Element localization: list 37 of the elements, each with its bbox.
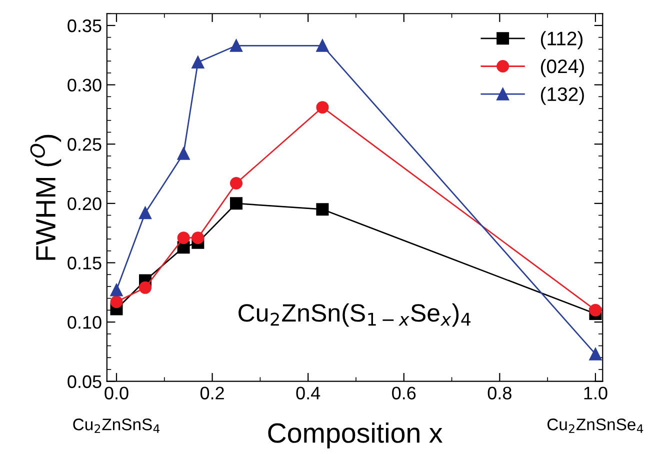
point xyxy=(138,206,152,220)
point xyxy=(316,39,329,52)
y-tick-label: 0.10 xyxy=(68,316,102,329)
point xyxy=(589,304,602,316)
point xyxy=(230,177,242,190)
x-tick-label: 1.0 xyxy=(584,386,608,400)
legend-label: (024) xyxy=(540,58,584,78)
x-axis-title: Composition x xyxy=(268,422,442,448)
point xyxy=(589,348,602,360)
point xyxy=(110,284,123,296)
y-axis-title: FWHM ($^{O}$) xyxy=(30,134,62,260)
legend-label: (132) xyxy=(540,86,584,105)
point xyxy=(177,232,190,244)
x-tick-label: 0.6 xyxy=(392,386,416,400)
x-tick-label: 0.2 xyxy=(200,386,224,400)
y-tick-label: 0.05 xyxy=(68,375,102,388)
x-tick-label: 0.0 xyxy=(104,386,128,400)
y-tick-label: 0.30 xyxy=(68,78,102,92)
y-tick-label: 0.20 xyxy=(68,197,102,210)
legend-label: (112) xyxy=(540,31,583,50)
point xyxy=(177,147,190,160)
point xyxy=(230,39,242,52)
x-tick-label: 0.4 xyxy=(296,386,320,400)
point xyxy=(110,296,123,308)
text: Cu$_{2}$ZnSnSe$_{4}$ xyxy=(547,418,644,433)
annotation: Cu$_{2}$ZnSn(S$_{1−x}$Se$_{x}$)$_{4}$ xyxy=(238,303,471,327)
text: Cu$_{2}$ZnSnS$_{4}$ xyxy=(73,418,160,433)
y-tick-label: 0.25 xyxy=(68,138,102,151)
x-tick-label: 0.8 xyxy=(488,386,512,400)
point xyxy=(316,101,329,114)
point xyxy=(316,203,329,216)
point xyxy=(138,281,152,294)
point xyxy=(192,56,204,69)
point xyxy=(230,197,242,210)
point xyxy=(192,232,204,244)
y-tick-label: 0.15 xyxy=(68,256,102,270)
y-tick-label: 0.35 xyxy=(68,19,102,32)
